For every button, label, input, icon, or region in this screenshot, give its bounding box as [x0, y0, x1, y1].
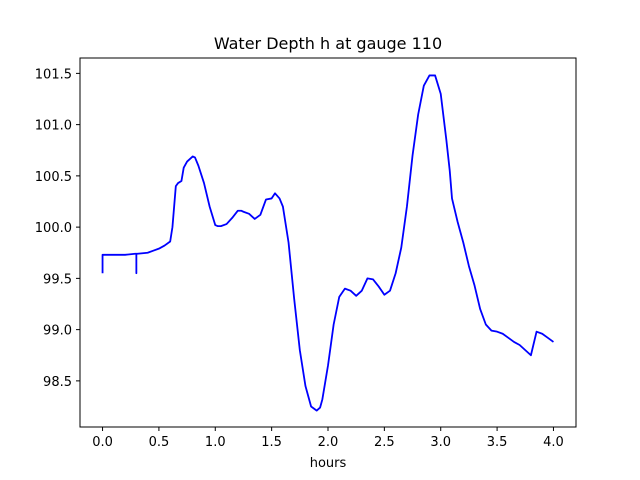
x-tick-label: 0.0 [92, 435, 113, 450]
x-tick-label: 2.5 [374, 435, 395, 450]
x-axis: 0.0 0.5 1.0 1.5 2.0 2.5 3.0 3.5 4.0 [92, 427, 564, 450]
x-tick-label: 1.0 [205, 435, 226, 450]
y-tick-label: 101.5 [35, 67, 72, 82]
y-tick-label: 99.0 [43, 324, 72, 339]
x-tick-label: 4.0 [543, 435, 564, 450]
water-depth-line [101, 74, 554, 412]
y-tick-label: 101.0 [35, 119, 72, 134]
chart-title: Water Depth h at gauge 110 [214, 34, 442, 53]
y-tick-label: 98.5 [43, 375, 72, 390]
plot-area [79, 57, 577, 428]
x-axis-label: hours [310, 456, 347, 471]
x-tick-label: 2.0 [318, 435, 339, 450]
x-tick-label: 3.5 [487, 435, 508, 450]
x-tick-label: 1.5 [261, 435, 282, 450]
plot-background [80, 58, 576, 427]
y-tick-label: 100.5 [35, 170, 72, 185]
y-tick-label: 100.0 [35, 221, 72, 236]
x-tick-label: 0.5 [149, 435, 170, 450]
y-tick-label: 99.5 [43, 272, 72, 287]
x-tick-label: 3.0 [430, 435, 451, 450]
y-axis: 98.5 99.0 99.5 100.0 100.5 101.0 101.5 [35, 67, 80, 390]
